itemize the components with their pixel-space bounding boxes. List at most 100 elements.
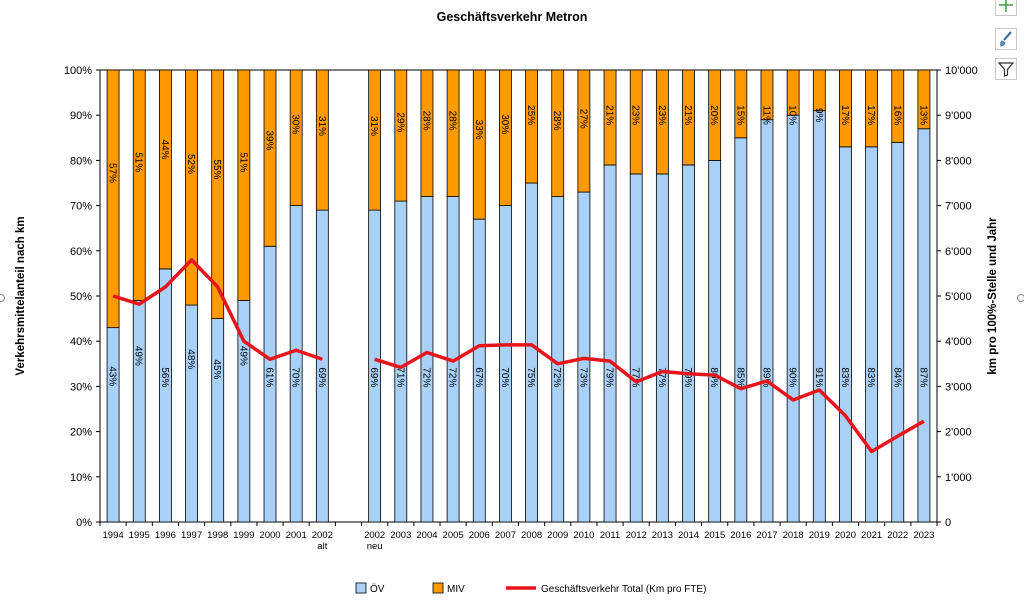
bar-label-miv: 31% xyxy=(368,116,379,136)
x-tick-label: 2014 xyxy=(678,530,699,541)
bar-label-miv: 30% xyxy=(499,114,510,134)
bar-oev xyxy=(369,210,381,522)
x-tick-label: 2020 xyxy=(835,530,856,541)
bar-label-oev: 45% xyxy=(211,359,222,379)
bar-oev xyxy=(761,120,773,522)
bar-miv xyxy=(447,70,459,197)
bar-oev xyxy=(735,138,747,522)
bar-label-miv: 25% xyxy=(525,105,536,125)
bar-label-miv: 31% xyxy=(316,116,327,136)
bar-miv xyxy=(264,70,276,246)
bar-miv xyxy=(186,70,198,305)
left-tick-label: 30% xyxy=(70,381,92,393)
bar-label-oev: 56% xyxy=(159,367,170,387)
x-tick-label: 2012 xyxy=(626,530,647,541)
bar-label-miv: 44% xyxy=(159,140,170,160)
bar-miv xyxy=(421,70,433,197)
left-tick-label: 10% xyxy=(70,472,92,484)
bar-label-miv: 28% xyxy=(551,111,562,131)
bar-miv xyxy=(159,70,171,269)
bar-miv xyxy=(526,70,538,183)
bar-label-oev: 75% xyxy=(525,367,536,387)
bar-oev xyxy=(316,210,328,522)
x-tick-label: 1998 xyxy=(207,530,228,541)
bar-oev xyxy=(892,142,904,522)
legend-swatch-miv xyxy=(433,583,443,593)
bar-oev xyxy=(290,206,302,522)
bar-miv xyxy=(290,70,302,206)
bar-label-miv: 9% xyxy=(813,108,824,123)
left-tick-label: 90% xyxy=(70,110,92,122)
legend-swatch-oev xyxy=(356,583,366,593)
bar-oev xyxy=(630,174,642,522)
legend-label-total: Geschäftsverkehr Total (Km pro FTE) xyxy=(541,584,706,595)
bar-label-miv: 23% xyxy=(630,105,641,125)
bar-label-oev: 49% xyxy=(237,346,248,366)
bar-label-miv: 21% xyxy=(604,105,615,125)
bar-label-oev: 72% xyxy=(420,367,431,387)
bar-label-oev: 90% xyxy=(787,367,798,387)
bar-oev xyxy=(839,147,851,522)
x-tick-label: 1995 xyxy=(129,530,150,541)
bar-label-miv: 15% xyxy=(734,105,745,125)
x-tick-label: 2004 xyxy=(416,530,437,541)
x-tick-label: 2003 xyxy=(390,530,411,541)
bar-oev xyxy=(159,269,171,522)
bar-label-miv: 51% xyxy=(133,152,144,172)
bar-miv xyxy=(395,70,407,201)
x-tick-label: 2001 xyxy=(286,530,307,541)
bar-oev xyxy=(656,174,668,522)
plus-icon xyxy=(996,0,1016,15)
filter-icon xyxy=(996,59,1016,79)
x-tick-label: 2006 xyxy=(469,530,490,541)
bar-label-miv: 23% xyxy=(656,105,667,125)
bar-label-oev: 72% xyxy=(551,367,562,387)
bar-miv xyxy=(133,70,145,301)
bar-label-oev: 69% xyxy=(368,367,379,387)
bar-label-oev: 83% xyxy=(839,367,850,387)
right-tick-label: 6'000 xyxy=(945,246,972,258)
resize-handle-right[interactable] xyxy=(1017,294,1024,302)
add-chart-element-button[interactable] xyxy=(995,0,1017,16)
right-tick-label: 9'000 xyxy=(945,110,972,122)
left-tick-label: 80% xyxy=(70,155,92,167)
bar-oev xyxy=(212,319,224,522)
bar-label-oev: 48% xyxy=(185,349,196,369)
brush-icon xyxy=(996,29,1016,49)
x-tick-label: 2021 xyxy=(861,530,882,541)
left-tick-label: 20% xyxy=(70,427,92,439)
chart-styles-button[interactable] xyxy=(995,28,1017,50)
chart-filters-button[interactable] xyxy=(995,58,1017,80)
bar-miv xyxy=(499,70,511,206)
x-tick-label: 2007 xyxy=(495,530,516,541)
bar-label-oev: 72% xyxy=(447,367,458,387)
x-tick-label: 1997 xyxy=(181,530,202,541)
bar-oev xyxy=(526,183,538,522)
bar-oev xyxy=(395,201,407,522)
bar-label-oev: 69% xyxy=(316,367,327,387)
bar-label-oev: 70% xyxy=(290,367,301,387)
bar-label-miv: 20% xyxy=(708,105,719,125)
bar-miv xyxy=(316,70,328,210)
bar-label-miv: 21% xyxy=(682,105,693,125)
bar-oev xyxy=(709,160,721,522)
x-tick-label: 2002 xyxy=(364,530,385,541)
bar-oev xyxy=(604,165,616,522)
bar-miv xyxy=(735,70,747,138)
x-tick-label: 2008 xyxy=(521,530,542,541)
chart-title: Geschäftsverkehr Metron xyxy=(437,10,588,24)
bar-label-miv: 51% xyxy=(237,152,248,172)
x-tick-label: 2005 xyxy=(443,530,464,541)
bar-label-miv: 57% xyxy=(107,163,118,183)
bar-label-oev: 43% xyxy=(107,366,118,386)
x-tick-label: 2010 xyxy=(573,530,594,541)
x-tick-label: 2000 xyxy=(259,530,280,541)
left-tick-label: 0% xyxy=(76,517,92,529)
bar-label-oev: 79% xyxy=(604,367,615,387)
bar-oev xyxy=(918,129,930,522)
bar-miv xyxy=(369,70,381,210)
bar-label-oev: 73% xyxy=(577,367,588,387)
bar-oev xyxy=(133,301,145,522)
bar-label-oev: 79% xyxy=(682,367,693,387)
